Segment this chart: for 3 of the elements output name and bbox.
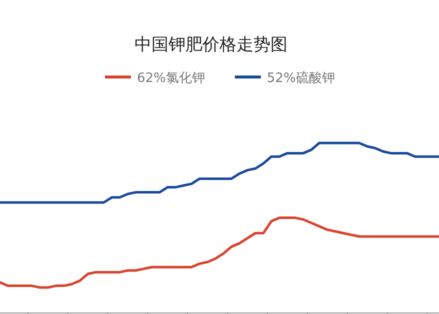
- legend-label: 52%硫酸钾: [266, 71, 335, 86]
- title: 中国钾肥价格走势图: [134, 35, 288, 55]
- legend-label: 62%氯化钾: [137, 71, 205, 86]
